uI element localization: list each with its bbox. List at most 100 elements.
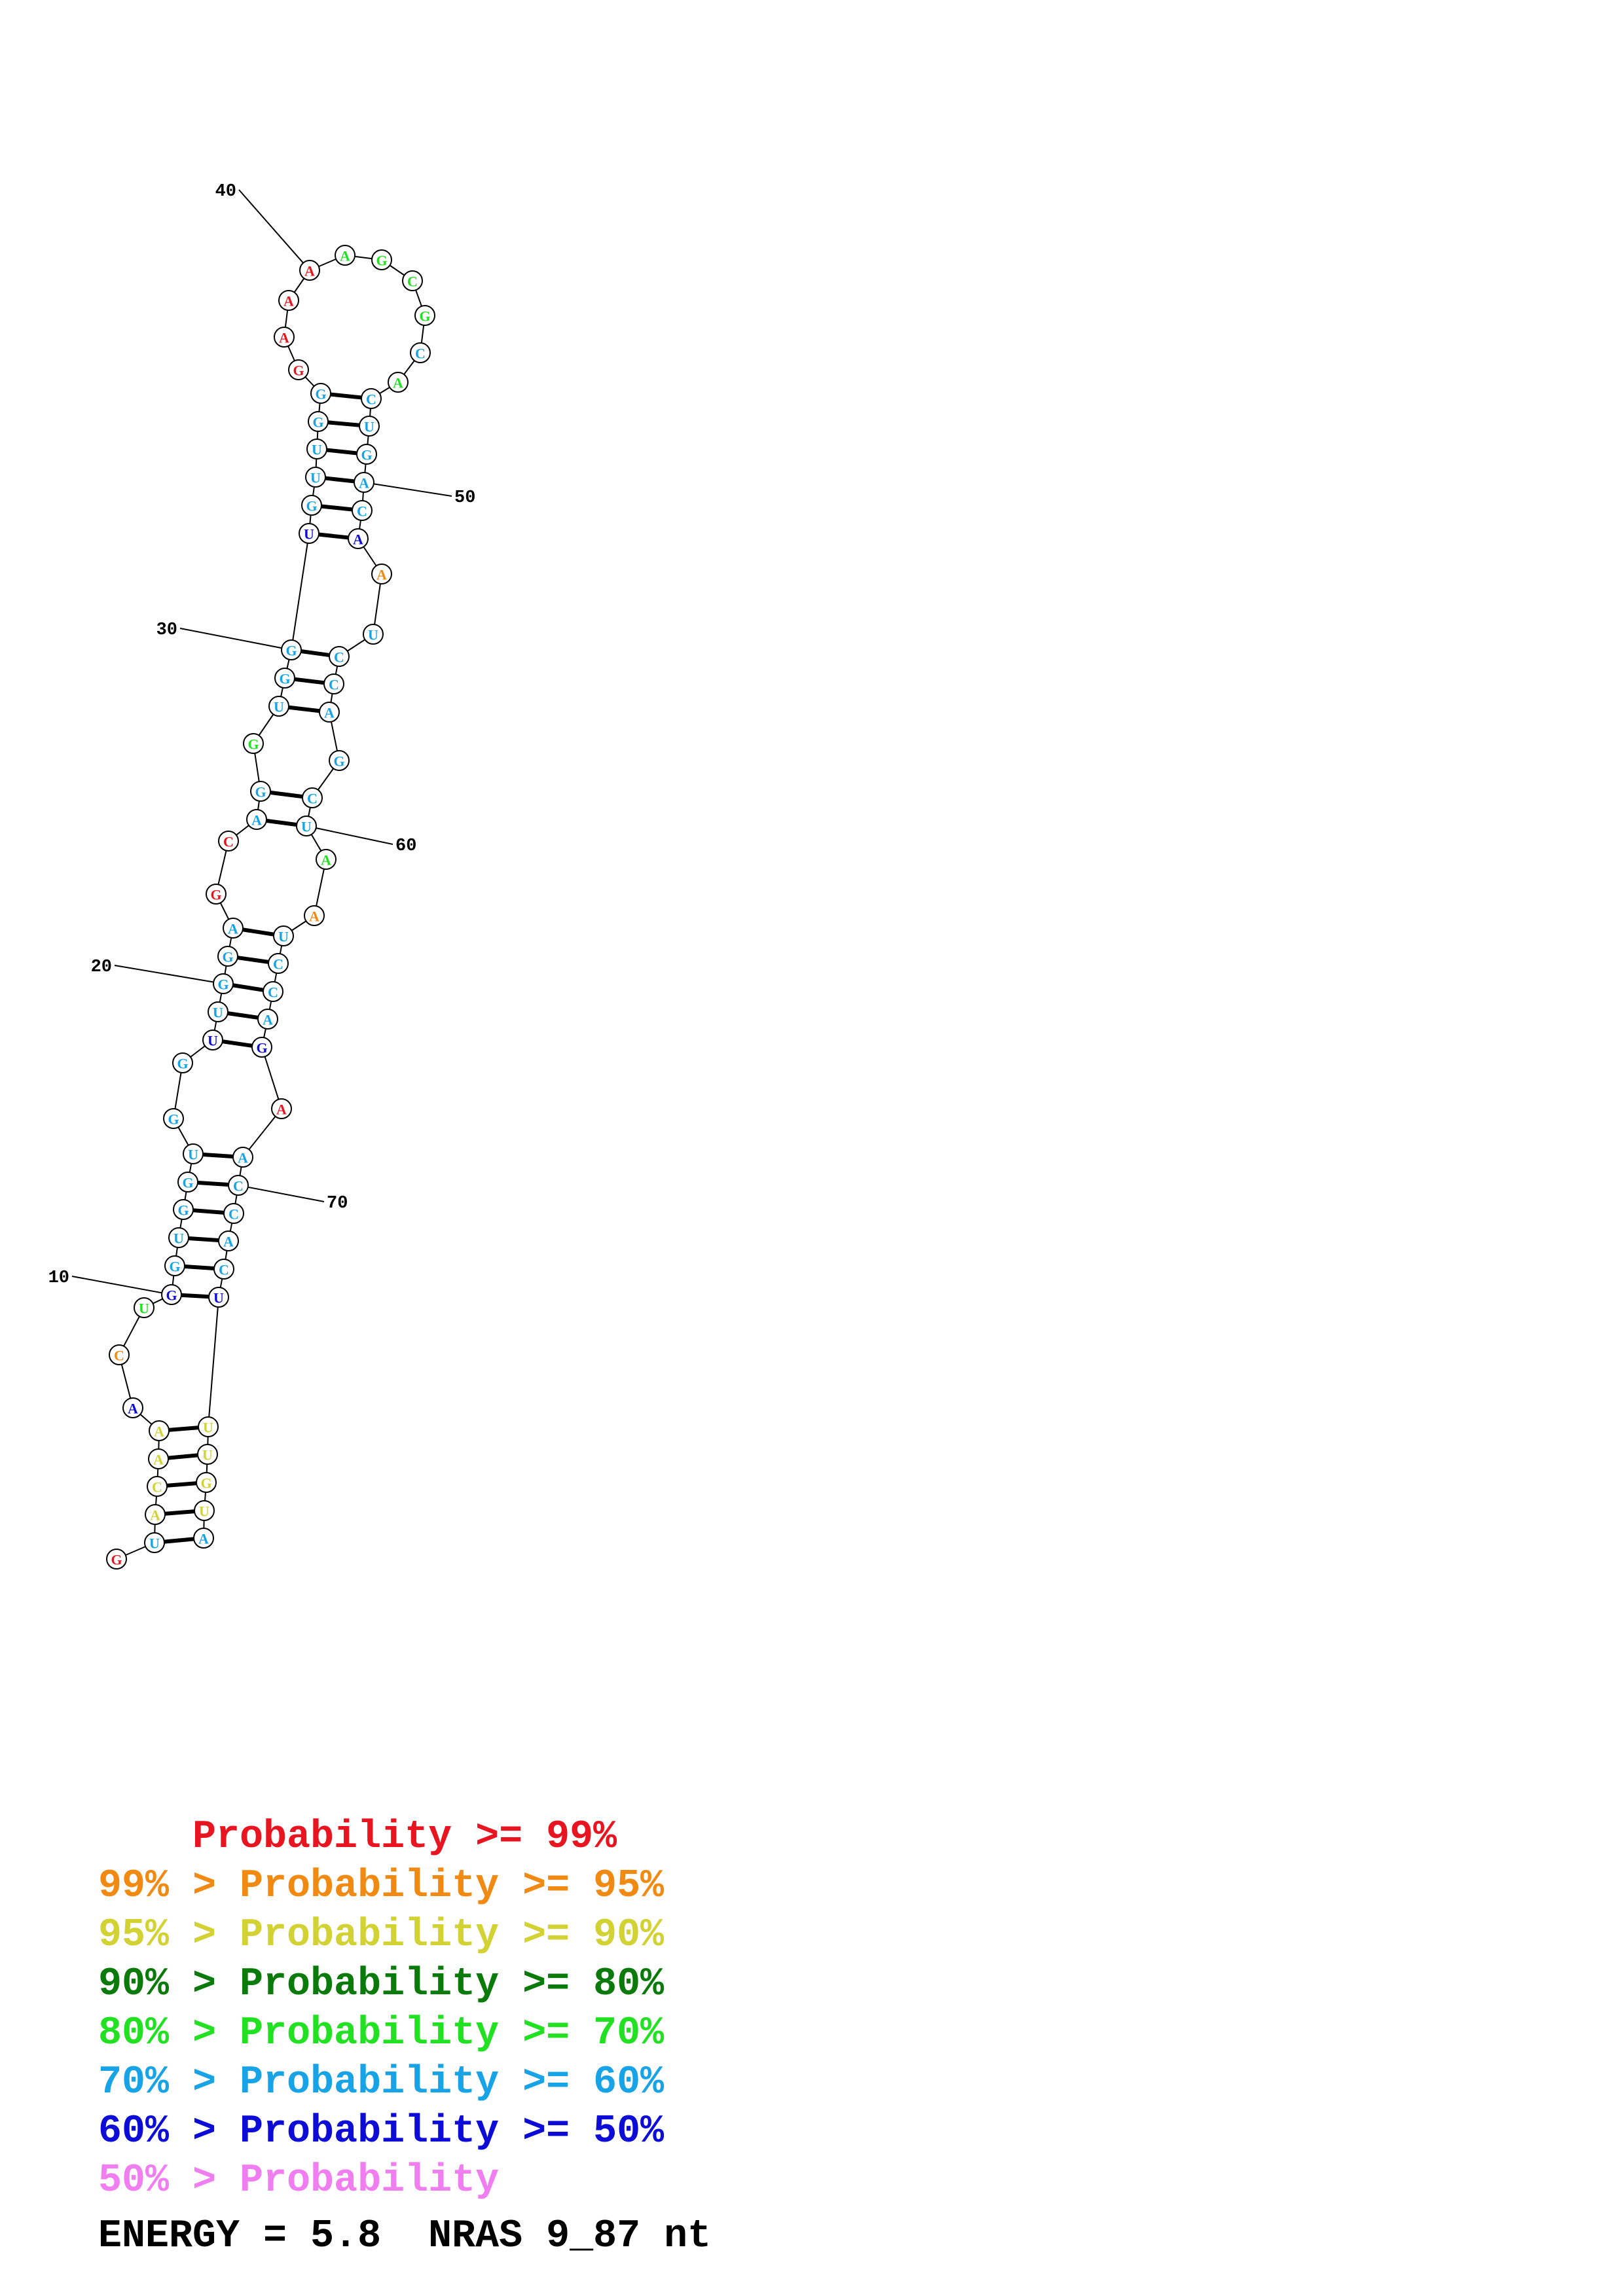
nucleotide-circle — [302, 787, 323, 808]
nucleotide-circle — [148, 1448, 169, 1469]
nucleotide-circle — [196, 1472, 217, 1493]
nucleotide: G — [106, 1549, 127, 1570]
nucleotide-base-letter: G — [177, 1056, 188, 1072]
nucleotide-base-letter: G — [333, 753, 344, 770]
nucleotide: A — [354, 472, 374, 493]
nucleotide-circle — [288, 359, 309, 380]
position-tick — [179, 628, 292, 651]
position-tick-label: 50 — [454, 488, 475, 508]
nucleotide-circle — [263, 981, 283, 1002]
nucleotide-circle — [145, 1504, 166, 1525]
nucleotide-circle — [414, 305, 435, 326]
nucleotide: G — [329, 750, 350, 771]
nucleotide: U — [273, 925, 294, 946]
nucleotide: A — [371, 564, 392, 584]
nucleotide-base-letter: G — [256, 1040, 267, 1056]
position-tick-label: 70 — [327, 1194, 348, 1213]
position-tick-layer: 10 20 30 40 50 60 70 — [48, 182, 475, 1295]
position-tick-label: 20 — [91, 958, 112, 977]
nucleotide: U — [194, 1500, 215, 1521]
nucleotide-circle — [163, 1108, 184, 1129]
energy-label: ENERGY = 5.8 NRAS 9_87 nt — [98, 2214, 712, 2259]
nucleotide-base-letter: G — [166, 1287, 177, 1304]
nucleotide: U — [306, 439, 327, 459]
nucleotide-base-letter: G — [255, 784, 266, 800]
nucleotide: U — [208, 1287, 229, 1308]
nucleotide-circle — [319, 702, 340, 723]
nucleotide-base-letter: C — [219, 1262, 229, 1278]
nucleotide-circle — [206, 884, 227, 905]
nucleotide-circle — [243, 733, 264, 754]
nucleotide: C — [323, 673, 344, 694]
nucleotide-circle — [296, 816, 317, 836]
nucleotide-base-letter: C — [268, 984, 278, 1001]
nucleotide: A — [223, 918, 244, 939]
nucleotide: G — [172, 1052, 193, 1073]
nucleotide-base-letter: A — [263, 1012, 273, 1028]
nucleotide-circle — [122, 1397, 143, 1418]
nucleotide-base-letter: U — [139, 1300, 149, 1317]
nucleotide-base-letter: C — [407, 274, 418, 290]
nucleotide-base-letter: U — [208, 1033, 218, 1049]
nucleotide: A — [316, 849, 337, 870]
nucleotide: A — [246, 809, 267, 830]
nucleotide: A — [149, 1420, 170, 1441]
nucleotide-base-letter: A — [128, 1401, 138, 1417]
nucleotide: A — [299, 260, 320, 281]
nucleotide-base-letter: G — [315, 386, 326, 403]
nucleotide: G — [281, 639, 302, 660]
nucleotide-base-letter: U — [213, 1290, 224, 1306]
nucleotide: U — [296, 816, 317, 836]
nucleotide: G — [161, 1284, 182, 1305]
nucleotide-circle — [361, 388, 382, 409]
probability-legend: Probability >= 99% 99% > Probability >= 9… — [98, 1813, 711, 2261]
nucleotide-circle — [323, 673, 344, 694]
nucleotide-base-letter: A — [340, 248, 350, 264]
nucleotide-base-letter: G — [169, 1259, 180, 1275]
nucleotide-circle — [217, 946, 238, 967]
nucleotide-base-letter: C — [357, 503, 367, 520]
nucleotide-base-letter: G — [210, 887, 221, 903]
nucleotide-base-letter: G — [419, 308, 430, 325]
nucleotide-circle — [348, 528, 369, 549]
nucleotide: U — [305, 467, 326, 488]
nucleotide: G — [163, 1108, 184, 1129]
nucleotide-base-letter: C — [334, 649, 344, 666]
nucleotide-circle — [228, 1175, 249, 1196]
position-tick — [238, 1185, 325, 1202]
nucleotide-base-letter: G — [279, 671, 290, 687]
nucleotide-base-letter: C — [223, 834, 234, 850]
nucleotide-base-letter: C — [366, 391, 376, 408]
nucleotide-circle — [194, 1500, 215, 1521]
nucleotide-base-letter: A — [279, 330, 289, 346]
nucleotide-circle — [134, 1297, 155, 1318]
nucleotide-base-letter: U — [173, 1230, 184, 1247]
nucleotide: U — [144, 1532, 165, 1553]
nucleotide-circle — [388, 372, 409, 393]
nucleotide-circle — [274, 327, 295, 348]
nucleotide-base-letter: C — [114, 1348, 124, 1364]
nucleotide-circle — [301, 495, 322, 516]
nucleotide-base-letter: A — [154, 1424, 164, 1440]
nucleotide: A — [348, 528, 369, 549]
legend-row: 70% > Probability >= 60% — [98, 2060, 665, 2105]
nucleotide-circle — [305, 467, 326, 488]
nucleotide: U — [197, 1444, 218, 1465]
nucleotide: A — [257, 1009, 278, 1030]
legend-lines: Probability >= 99% 99% > Probability >= 9… — [98, 1813, 711, 2206]
nucleotide-circle — [251, 1037, 272, 1058]
nucleotide: G — [196, 1472, 217, 1493]
nucleotide: C — [410, 342, 431, 363]
nucleotide: G — [164, 1255, 185, 1276]
nucleotide-circle — [109, 1344, 130, 1365]
nucleotide-base-letter: U — [310, 470, 321, 486]
nucleotide-circle — [281, 639, 302, 660]
nucleotide-base-letter: U — [203, 1420, 213, 1436]
nucleotide: G — [250, 781, 271, 802]
nucleotide-base-letter: U — [188, 1147, 198, 1163]
nucleotide-base-letter: U — [274, 699, 284, 715]
nucleotide: A — [122, 1397, 143, 1418]
nucleotide: C — [352, 500, 373, 521]
backbone-segment — [261, 1047, 282, 1109]
backbone-segment — [208, 1297, 219, 1427]
